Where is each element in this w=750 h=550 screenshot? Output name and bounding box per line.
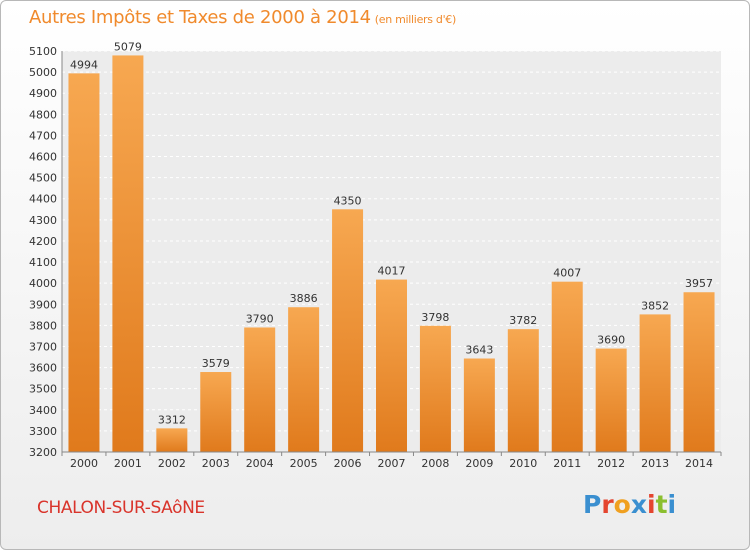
bar: [200, 372, 232, 452]
x-tick-label: 2013: [641, 457, 669, 470]
logo-letter: P: [583, 490, 602, 519]
logo-letter: r: [601, 490, 614, 519]
data-label: 3790: [246, 312, 274, 325]
data-label: 4007: [553, 267, 581, 280]
bar: [244, 327, 276, 452]
x-tick-label: 2009: [465, 457, 493, 470]
x-tick-label: 2007: [378, 457, 406, 470]
y-tick-label: 3400: [29, 404, 57, 417]
bar: [112, 55, 144, 453]
x-tick-label: 2014: [685, 457, 713, 470]
x-tick-label: 2012: [597, 457, 625, 470]
city-name: CHALON-SUR-SAôNE: [37, 498, 205, 518]
data-label: 4994: [70, 58, 98, 71]
y-tick-label: 4400: [29, 193, 57, 206]
bar: [507, 329, 539, 452]
bar: [376, 279, 407, 452]
bar: [551, 281, 583, 452]
x-tick-label: 2006: [334, 457, 362, 470]
y-tick-label: 3500: [29, 383, 57, 396]
data-label: 3312: [158, 413, 186, 426]
y-tick-label: 5100: [29, 45, 57, 58]
logo-letter: i: [647, 490, 656, 519]
y-tick-label: 3700: [29, 340, 57, 353]
bar: [683, 292, 715, 452]
bar: [332, 209, 364, 452]
bar: [288, 307, 320, 452]
data-label: 3798: [421, 311, 449, 324]
x-tick-label: 2005: [290, 457, 318, 470]
chart-title: Autres Impôts et Taxes de 2000 à 2014 (en…: [29, 7, 456, 28]
y-tick-label: 4500: [29, 172, 57, 185]
y-tick-label: 5000: [29, 66, 57, 79]
bar: [639, 314, 671, 452]
y-tick-label: 3300: [29, 425, 57, 438]
x-tick-label: 2010: [509, 457, 537, 470]
y-tick-label: 4300: [29, 214, 57, 227]
y-tick-label: 3200: [29, 446, 57, 459]
x-tick-label: 2002: [158, 457, 186, 470]
x-tick-label: 2011: [553, 457, 581, 470]
bar: [463, 358, 495, 452]
y-tick-label: 4600: [29, 151, 57, 164]
logo-letter: i: [667, 490, 677, 519]
y-tick-label: 4800: [29, 108, 57, 121]
x-tick-label: 2008: [421, 457, 449, 470]
data-label: 5079: [114, 40, 142, 53]
chart-title-text: Autres Impôts et Taxes de 2000 à 2014: [29, 7, 371, 28]
data-label: 3579: [202, 357, 230, 370]
x-tick-label: 2001: [114, 457, 142, 470]
x-tick-label: 2004: [246, 457, 274, 470]
y-tick-label: 3900: [29, 298, 57, 311]
data-label: 4017: [378, 265, 406, 278]
data-label: 3690: [597, 334, 625, 347]
data-label: 3886: [290, 292, 318, 305]
y-tick-label: 3600: [29, 362, 57, 375]
logo-letter: x: [630, 490, 647, 519]
data-label: 3782: [509, 314, 537, 327]
x-tick-label: 2003: [202, 457, 230, 470]
data-label: 3643: [465, 344, 493, 357]
data-label: 4350: [334, 194, 362, 207]
bar: [156, 428, 188, 452]
logo-letter: o: [613, 490, 631, 519]
logo-letter: t: [655, 490, 668, 519]
bar: [68, 73, 100, 452]
y-tick-label: 4100: [29, 256, 57, 269]
y-tick-label: 3800: [29, 319, 57, 332]
bar: [419, 325, 451, 452]
x-tick-label: 2000: [70, 457, 98, 470]
y-tick-label: 4200: [29, 235, 57, 248]
chart-subtitle: (en milliers d'€): [374, 13, 456, 26]
y-tick-label: 4000: [29, 277, 57, 290]
proxiti-logo: Proxiti: [583, 490, 676, 519]
bar: [595, 348, 627, 452]
data-label: 3852: [641, 299, 669, 312]
data-label: 3957: [685, 277, 713, 290]
y-tick-label: 4900: [29, 87, 57, 100]
y-tick-label: 4700: [29, 129, 57, 142]
